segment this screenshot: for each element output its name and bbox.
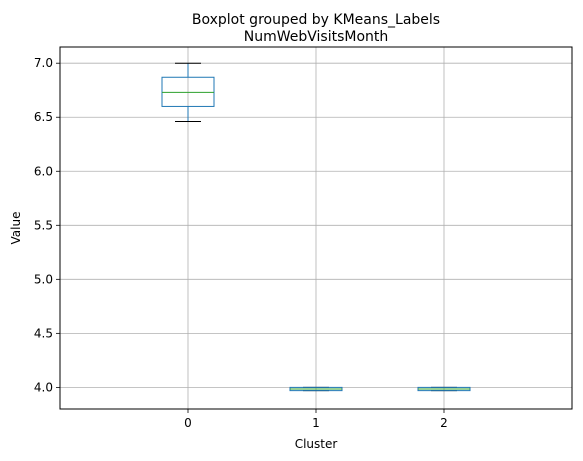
y-tick-label: 4.0 (34, 380, 53, 394)
box-group-cluster-1 (289, 386, 343, 392)
x-axis-label: Cluster (295, 437, 338, 451)
plot-frame (59, 46, 573, 410)
y-tick-label: 7.0 (34, 56, 53, 70)
y-tick-label: 4.5 (34, 326, 53, 340)
y-tick-label: 5.0 (34, 272, 53, 286)
box-layer (161, 62, 471, 392)
tick-layer: 4.0 4.5 5.0 5.5 6.0 6.5 7.0 0 1 2 (34, 56, 448, 430)
x-tick-label: 0 (184, 416, 192, 430)
iqr-box (161, 76, 215, 107)
y-tick-label: 6.5 (34, 110, 53, 124)
chart-title: NumWebVisitsMonth (244, 29, 389, 45)
chart-suptitle: Boxplot grouped by KMeans_Labels (192, 12, 440, 28)
box-group-cluster-0 (161, 62, 215, 123)
grid-layer (60, 47, 572, 409)
y-tick-label: 6.0 (34, 164, 53, 178)
y-tick-label: 5.5 (34, 218, 53, 232)
box-group-cluster-2 (417, 386, 471, 392)
y-axis-label: Value (9, 212, 23, 245)
x-tick-label: 1 (312, 416, 320, 430)
x-tick-label: 2 (440, 416, 448, 430)
